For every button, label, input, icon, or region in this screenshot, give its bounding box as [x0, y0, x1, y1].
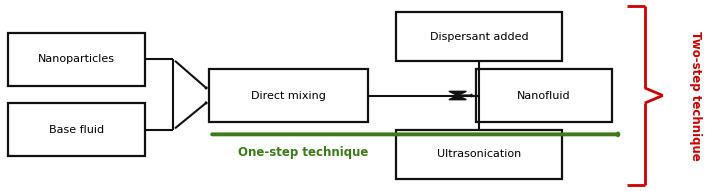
Polygon shape [449, 96, 466, 100]
Text: One-step technique: One-step technique [238, 146, 368, 159]
Text: Base fluid: Base fluid [49, 125, 104, 135]
FancyBboxPatch shape [476, 69, 612, 122]
Text: Nanofluid: Nanofluid [517, 91, 571, 100]
Polygon shape [449, 91, 466, 96]
Text: Two-step technique: Two-step technique [689, 31, 702, 160]
FancyBboxPatch shape [8, 103, 145, 156]
FancyBboxPatch shape [8, 33, 145, 86]
Text: Direct mixing: Direct mixing [251, 91, 326, 100]
FancyBboxPatch shape [397, 130, 562, 179]
FancyBboxPatch shape [397, 12, 562, 61]
Text: Ultrasonication: Ultrasonication [437, 149, 521, 159]
Text: Dispersant added: Dispersant added [430, 32, 528, 42]
FancyBboxPatch shape [209, 69, 368, 122]
Text: Nanoparticles: Nanoparticles [37, 54, 115, 65]
